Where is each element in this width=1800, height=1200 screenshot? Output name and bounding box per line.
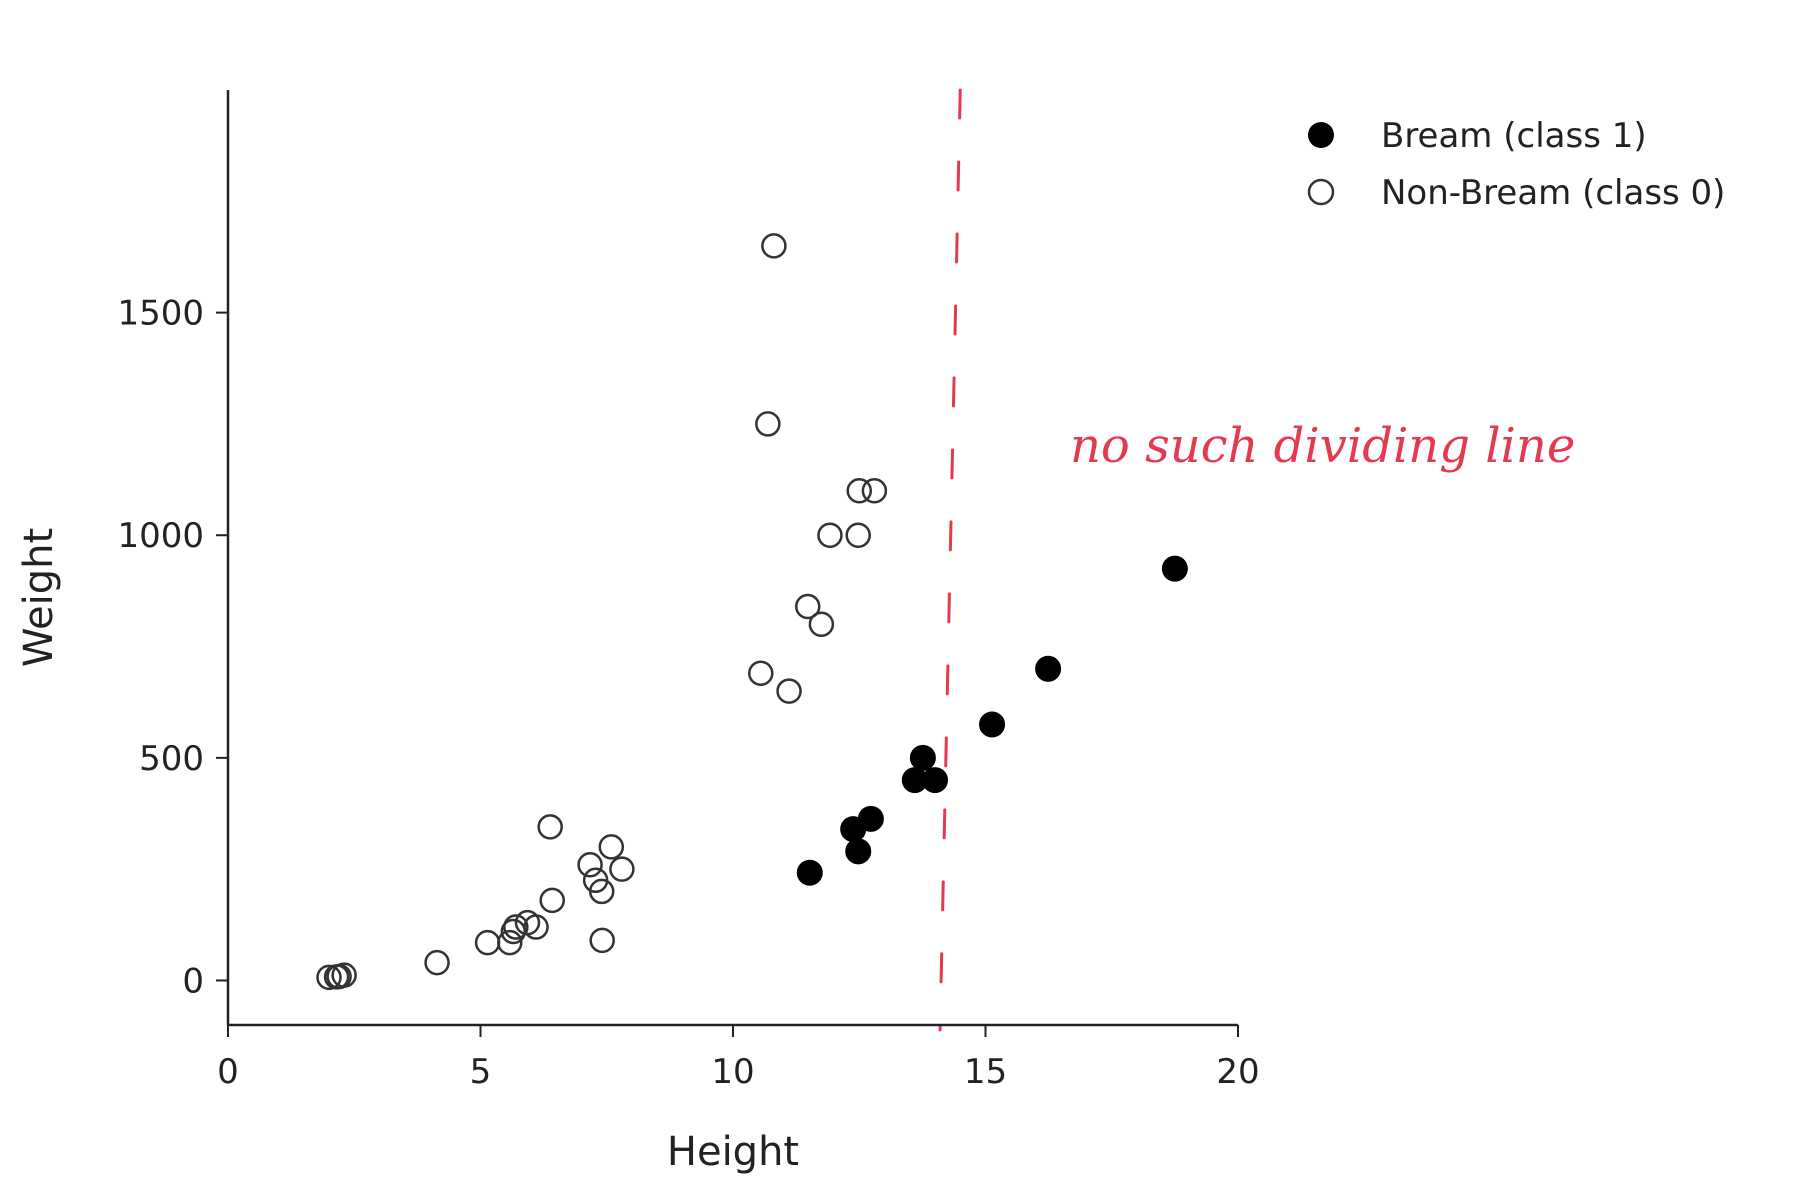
data-point-non-bream (497, 929, 523, 956)
data-point-non-bream (808, 611, 835, 638)
data-point-non-bream (424, 949, 450, 976)
data-point-bream (1161, 555, 1188, 582)
annotation-text: no such dividing line (1070, 418, 1575, 474)
data-point-non-bream (537, 814, 563, 840)
x-axis: 0 5 10 15 20 (217, 1023, 1260, 1092)
y-tick-label: 1500 (117, 294, 204, 334)
data-point-non-bream (474, 929, 501, 956)
legend-marker-bream (1308, 122, 1334, 148)
annotation-line-group (938, 88, 962, 1032)
x-tick-label: 0 (217, 1052, 239, 1092)
legend-label-non-bream: Non-Bream (class 0) (1381, 173, 1725, 213)
y-axis-title: Weight (16, 528, 62, 667)
data-point-non-bream (609, 856, 635, 882)
data-point-non-bream (817, 522, 843, 548)
legend-marker-non-bream (1307, 178, 1335, 206)
data-point-non-bream (794, 593, 821, 620)
data-point-non-bream (316, 964, 342, 991)
data-point-non-bream (589, 927, 615, 954)
data-point-bream (1035, 655, 1062, 682)
y-tick-label: 0 (182, 961, 204, 1001)
data-point-bream (922, 767, 948, 794)
data-point-non-bream (503, 914, 529, 940)
data-point-bream (857, 805, 884, 832)
x-tick-label: 20 (1216, 1052, 1259, 1092)
y-tick-label: 500 (139, 739, 204, 779)
data-point-non-bream (861, 477, 888, 504)
x-tick-label: 15 (964, 1052, 1007, 1092)
x-tick-label: 5 (470, 1052, 492, 1092)
data-point-non-bream (755, 411, 781, 437)
data-point-non-bream (845, 522, 871, 548)
x-tick-label: 10 (711, 1052, 754, 1092)
data-point-non-bream (761, 233, 787, 259)
data-point-non-bream (331, 962, 357, 988)
data-point-bream (796, 859, 823, 886)
legend: Bream (class 1) Non-Bream (class 0) (1307, 116, 1725, 213)
data-point-non-bream (598, 834, 625, 860)
legend-label-bream: Bream (class 1) (1381, 116, 1647, 156)
data-point-non-bream (577, 851, 603, 878)
y-axis: 0 500 1000 1500 (117, 90, 230, 1025)
y-tick-label: 1000 (117, 516, 204, 556)
data-point-non-bream (748, 660, 774, 687)
data-point-non-bream (776, 678, 802, 704)
data-point-non-bream (588, 878, 615, 905)
data-point-non-bream (846, 477, 872, 504)
data-point-non-bream (523, 914, 549, 940)
x-axis-title: Height (667, 1129, 799, 1175)
data-point-non-bream (539, 887, 565, 914)
data-points (316, 233, 1188, 991)
data-point-bream (979, 711, 1006, 738)
data-point-bream (909, 744, 936, 771)
annotation-dashed-line (938, 88, 962, 1032)
data-point-bream (845, 838, 872, 865)
